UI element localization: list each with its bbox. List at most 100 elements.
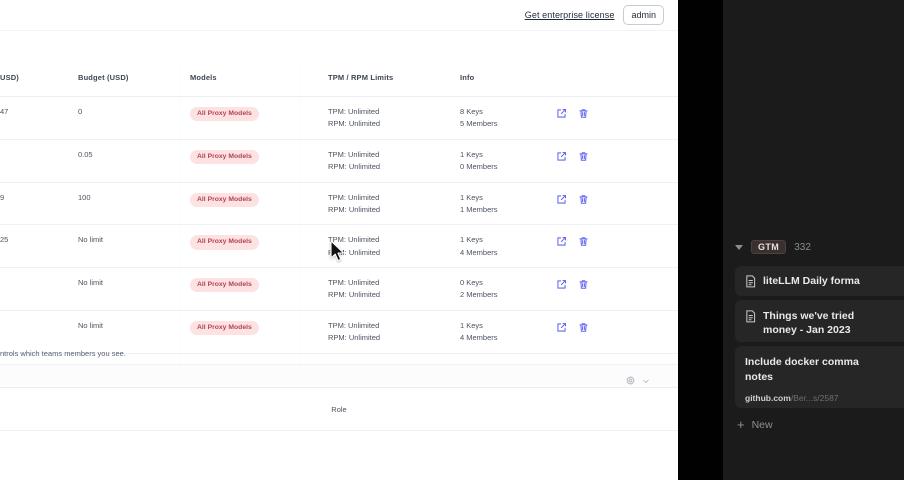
keys-count: 1 Keys [460,235,483,245]
row-action-group [556,150,678,162]
edit-icon[interactable] [556,194,567,205]
topbar-divider [0,30,678,31]
cell-spend [0,267,78,311]
members-count: 5 Members [460,119,498,129]
cell-models: All Proxy Models [190,96,328,140]
row-action-group [556,235,678,247]
cell-info: 1 Keys 1 Members [460,182,556,226]
row-action-group [556,278,678,290]
edit-icon[interactable] [556,322,567,333]
row-action-group [556,107,678,119]
cell-limits: TPM: Unlimited RPM: Unlimited [328,224,460,268]
models-badge: All Proxy Models [190,235,259,250]
cell-actions [556,310,678,354]
new-note-button[interactable]: + New [737,418,773,431]
table-row[interactable]: 0.05 All Proxy Models TPM: Unlimited RPM: U… [0,139,678,183]
delete-icon[interactable] [578,279,589,290]
members-count: 2 Members [460,290,498,300]
cell-models: All Proxy Models [190,224,328,268]
table-header-row: USD) Budget (USD) Models TPM / RPM Limit… [0,68,678,97]
members-count: 4 Members [460,333,498,343]
cell-models: All Proxy Models [190,182,328,226]
note-card[interactable]: Things we've tried money - Jan 2023 [735,300,904,342]
note-card-title-line2: money - Jan 2023 [763,324,851,337]
tpm-value: TPM: Unlimited [328,149,380,159]
edit-icon[interactable] [556,108,567,119]
edit-icon[interactable] [556,236,567,247]
delete-icon[interactable] [578,151,589,162]
rpm-value: RPM: Unlimited [328,204,381,214]
col-header-spend: USD) [0,68,78,97]
table-row[interactable]: 9 100 All Proxy Models TPM: Unlimited RPM: U… [0,182,678,226]
members-count: 1 Members [460,204,498,214]
cell-budget: 0 [78,96,190,140]
delete-icon[interactable] [578,108,589,119]
rpm-value: RPM: Unlimited [328,290,381,300]
teams-table: USD) Budget (USD) Models TPM / RPM Limit… [0,68,678,354]
col-header-limits: TPM / RPM Limits [328,68,460,97]
cell-budget: No limit [78,224,190,268]
get-enterprise-license-link[interactable]: Get enterprise license [524,10,615,20]
members-table: Role [0,389,678,431]
note-card-title: Things we've tried [763,310,855,322]
admin-user-button[interactable]: admin [623,5,664,25]
table-row[interactable]: No limit All Proxy Models TPM: Unlimited RP… [0,310,678,354]
cell-limits: TPM: Unlimited RPM: Unlimited [328,182,460,226]
cell-budget: 100 [78,182,190,226]
teams-table-head: USD) Budget (USD) Models TPM / RPM Limit… [0,68,678,97]
members-filter-row[interactable] [0,364,678,388]
delete-icon[interactable] [578,194,589,205]
cell-actions [556,96,678,140]
col-header-role: Role [331,405,347,414]
delete-icon[interactable] [578,322,589,333]
litellm-admin-pane: Get enterprise license admin USD) Budget… [0,5,678,431]
col-header-budget: Budget (USD) [78,68,190,97]
note-card[interactable]: liteLLM Daily forma [735,266,904,296]
members-count: 0 Members [460,162,498,172]
note-card-body-line2: notes [745,371,774,384]
cell-budget: 0.05 [78,139,190,183]
note-card-body: Include docker comma [745,356,859,368]
cell-models: All Proxy Models [190,310,328,354]
table-row[interactable]: 25 No limit All Proxy Models TPM: Unlimited… [0,224,678,268]
group-tag-gtm[interactable]: GTM [751,240,787,254]
edit-icon[interactable] [556,151,567,162]
models-badge: All Proxy Models [190,107,259,122]
keys-count: 0 Keys [460,278,483,287]
cell-actions [556,224,678,268]
note-card[interactable]: Include docker comma notes github.com/Be… [735,346,904,408]
col-header-models: Models [190,68,328,97]
cell-spend: 25 [0,224,78,268]
tpm-value: TPM: Unlimited [328,278,380,287]
tpm-value: TPM: Unlimited [328,320,380,330]
rpm-value: RPM: Unlimited [328,247,381,257]
note-card-url-domain: github.com [745,393,791,404]
cell-limits: TPM: Unlimited RPM: Unlimited [328,267,460,311]
tpm-value: TPM: Unlimited [328,235,380,245]
chevron-collapse-icon[interactable] [735,244,743,250]
document-icon [745,275,756,288]
cell-budget: No limit [78,310,190,354]
table-row[interactable]: 47 0 All Proxy Models TPM: Unlimited RPM: Un… [0,96,678,140]
cell-budget: No limit [78,267,190,311]
gear-icon[interactable] [626,372,635,384]
notes-group-header[interactable]: GTM 332 [723,240,904,254]
cell-info: 0 Keys 2 Members [460,267,556,311]
row-action-group [556,193,678,205]
notes-panel: GTM 332 liteLLM Daily forma Things we've… [723,0,904,480]
note-card-url-path: /Ber...s/2587 [790,393,839,404]
team-member-note: ntrols which teams members you see. [0,349,126,358]
models-badge: All Proxy Models [190,320,259,336]
table-row[interactable]: No limit All Proxy Models TPM: Unlimited RP… [0,267,678,311]
cell-limits: TPM: Unlimited RPM: Unlimited [328,310,460,354]
teams-table-body: 47 0 All Proxy Models TPM: Unlimited RPM: Un… [0,96,678,354]
cell-actions [556,139,678,183]
note-card-url[interactable]: github.com/Ber...s/2587 [745,393,904,403]
delete-icon[interactable] [578,236,589,247]
cell-models: All Proxy Models [190,139,328,183]
chevron-down-icon[interactable] [642,372,650,384]
cell-info: 1 Keys 4 Members [460,310,556,354]
teams-table-container: USD) Budget (USD) Models TPM / RPM Limit… [0,68,678,354]
edit-icon[interactable] [556,279,567,290]
keys-count: 1 Keys [460,192,483,202]
